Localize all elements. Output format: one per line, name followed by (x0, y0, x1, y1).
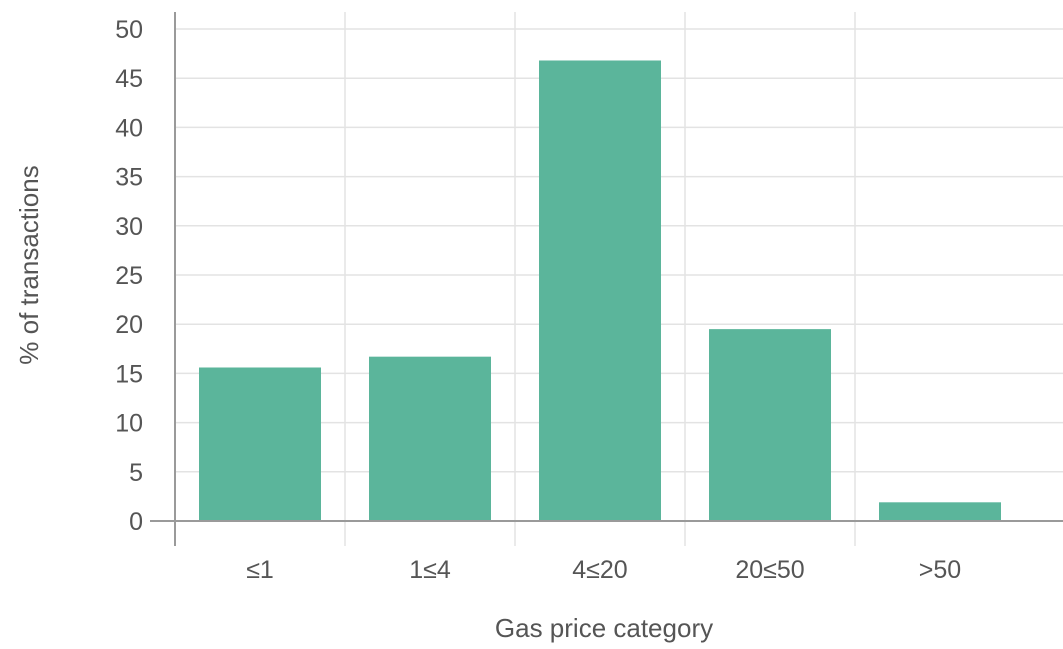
y-tick-label: 20 (115, 311, 143, 339)
y-tick-label: 25 (115, 262, 143, 290)
y-tick-label: 5 (129, 459, 143, 487)
x-axis-title: Gas price category (495, 613, 713, 643)
axes (150, 12, 1063, 546)
y-tick-labels: 0 5 10 15 20 25 30 35 40 45 50 (115, 16, 143, 536)
x-tick-label: 4≤20 (572, 556, 627, 584)
bar (369, 356, 491, 521)
y-tick-label: 30 (115, 213, 143, 241)
y-tick-label: 10 (115, 410, 143, 438)
y-tick-label: 15 (115, 360, 143, 388)
y-tick-label: 40 (115, 114, 143, 142)
x-tick-label: ≤1 (246, 556, 274, 584)
y-tick-label: 50 (115, 16, 143, 44)
y-axis-title: % of transactions (14, 165, 44, 364)
x-tick-label: 20≤50 (735, 556, 804, 584)
x-tick-label: >50 (919, 556, 961, 584)
y-tick-label: 35 (115, 164, 143, 192)
x-tick-labels: ≤1 1≤4 4≤20 20≤50 >50 (246, 556, 961, 584)
x-tick-label: 1≤4 (409, 556, 451, 584)
bar (879, 502, 1001, 521)
bar (539, 60, 661, 521)
bar (709, 329, 831, 521)
bar (199, 367, 321, 521)
bars (199, 60, 1001, 521)
y-tick-label: 45 (115, 65, 143, 93)
y-tick-label: 0 (129, 508, 143, 536)
